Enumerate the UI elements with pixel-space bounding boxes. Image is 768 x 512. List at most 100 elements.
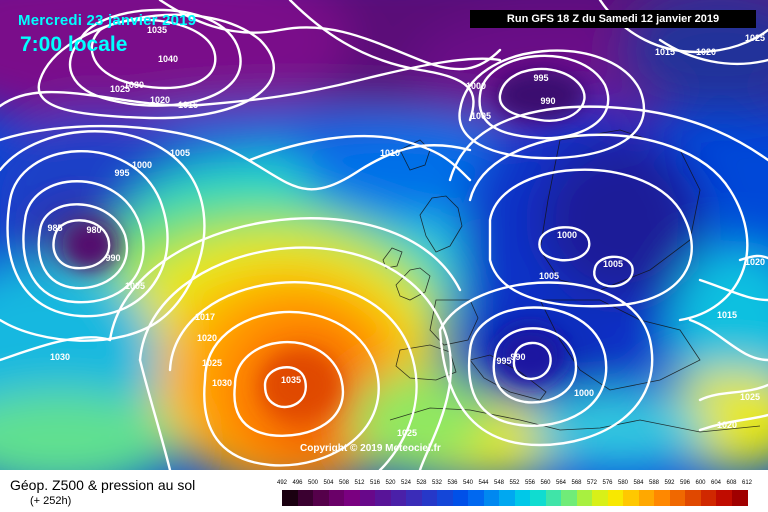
isobar-label: 1025 — [745, 33, 765, 43]
scale-swatch — [297, 490, 314, 506]
isobar-label: 1005 — [125, 281, 145, 291]
scale-swatch — [406, 490, 422, 506]
scale-tick-label: 536 — [447, 480, 458, 486]
isobar-label: 995 — [496, 356, 511, 366]
isobar-label: 1000 — [557, 230, 577, 240]
isobar-label: 1020 — [197, 333, 217, 343]
scale-swatch — [623, 490, 639, 506]
isobar-label: 1005 — [539, 271, 559, 281]
scale-tick-label: 580 — [617, 480, 629, 486]
isobar-label: 1020 — [696, 47, 716, 57]
isobar-label: 1030 — [124, 80, 144, 90]
scale-tick-label: 548 — [493, 480, 505, 486]
isobar-label: 1035 — [147, 25, 167, 35]
scale-swatch — [468, 490, 484, 506]
scale-tick-label: 552 — [509, 480, 520, 486]
scale-swatch — [375, 490, 391, 506]
scale-tick-label: 520 — [385, 480, 396, 486]
scale-tick-label: 508 — [338, 480, 350, 486]
isobar-label: 1000 — [132, 160, 152, 170]
scale-tick-label: 528 — [416, 480, 427, 486]
legend-title: Géop. Z500 & pression au sol — [10, 477, 196, 493]
scale-swatch — [576, 490, 593, 506]
isobar-label: 990 — [510, 352, 525, 362]
scale-tick-label: 572 — [586, 480, 598, 486]
scale-swatch — [716, 490, 732, 506]
scale-swatch — [654, 490, 670, 506]
forecast-time: 7:00 locale — [20, 33, 128, 56]
copyright-text: Copyright © 2019 Meteociel.fr — [300, 443, 441, 454]
scale-swatch — [607, 490, 624, 506]
scale-tick-label: 532 — [431, 480, 443, 486]
isobar-label: 1040 — [158, 54, 178, 64]
isobar-label: 985 — [47, 223, 62, 233]
scale-tick-label: 556 — [524, 480, 536, 486]
scale-tick-label: 492 — [276, 480, 288, 486]
isobar-label: 990 — [540, 96, 555, 106]
legend-bar: Géop. Z500 & pression au sol (+ 252h) 49… — [0, 470, 768, 512]
scale-tick-label: 588 — [648, 480, 660, 486]
scale-tick-label: 564 — [555, 480, 567, 486]
isobar-label: 1017 — [195, 312, 215, 322]
isobar-label: 1020 — [717, 420, 737, 430]
scale-swatch — [390, 490, 407, 506]
scale-swatch — [313, 490, 329, 506]
isobar-lines — [0, 0, 768, 470]
isobar-label: 1030 — [212, 378, 232, 388]
scale-swatch — [483, 490, 500, 506]
scale-swatch — [592, 490, 608, 506]
scale-swatch — [700, 490, 717, 506]
isobar-label: 1000 — [466, 81, 486, 91]
scale-tick-label: 612 — [741, 480, 753, 486]
scale-tick-label: 524 — [400, 480, 412, 486]
isobar-label: 1005 — [471, 111, 491, 121]
isobar-label: 1020 — [150, 95, 170, 105]
scale-tick-label: 596 — [679, 480, 691, 486]
scale-swatch — [328, 490, 345, 506]
scale-swatch — [344, 490, 360, 506]
isobar-label: 1015 — [178, 100, 198, 110]
isobar-label: 1035 — [281, 375, 301, 385]
scale-swatch — [359, 490, 376, 506]
isobar-label: 1025 — [397, 428, 417, 438]
scale-tick-label: 500 — [307, 480, 319, 486]
scale-swatch — [499, 490, 515, 506]
color-scale: 492 496 500 504 508 512 516 520 524 528 532 536 540 5… — [277, 480, 762, 510]
isobar-label: 1005 — [170, 148, 190, 158]
isobar-label: 1015 — [717, 310, 737, 320]
scale-tick-label: 544 — [478, 480, 489, 486]
scale-tick-label: 540 — [462, 480, 474, 486]
scale-tick-label: 608 — [726, 480, 737, 486]
scale-tick-label: 600 — [695, 480, 706, 486]
run-info-banner: Run GFS 18 Z du Samedi 12 janvier 2019 — [470, 10, 756, 28]
isobar-label: 995 — [114, 168, 129, 178]
scale-swatch — [561, 490, 577, 506]
scale-swatch — [638, 490, 655, 506]
scale-swatch — [452, 490, 469, 506]
scale-tick-label: 568 — [571, 480, 582, 486]
scale-swatch — [514, 490, 531, 506]
weather-map: 1035 1040 1025 1030 1020 1015 995 990 1000 1005 10… — [0, 0, 768, 470]
isobar-label: 980 — [86, 225, 101, 235]
scale-tick-label: 604 — [710, 480, 722, 486]
isobar-label: 1025 — [740, 392, 760, 402]
scale-tick-label: 496 — [292, 480, 303, 486]
forecast-date: Mercredi 23 janvier 2019 — [18, 12, 197, 29]
isobar-label: 1020 — [745, 257, 765, 267]
isobar-label: 1030 — [50, 352, 70, 362]
scale-swatch — [545, 490, 562, 506]
scale-tick-label: 576 — [602, 480, 613, 486]
legend-subtitle: (+ 252h) — [30, 495, 72, 507]
scale-swatch — [669, 490, 686, 506]
isobar-label: 990 — [105, 253, 120, 263]
isobar-label: 1015 — [655, 47, 675, 57]
scale-tick-label: 560 — [540, 480, 551, 486]
scale-tick-label: 584 — [633, 480, 644, 486]
scale-swatch — [437, 490, 453, 506]
scale-swatch — [421, 490, 438, 506]
scale-tick-label: 512 — [354, 480, 365, 486]
isobar-label: 1000 — [574, 388, 594, 398]
scale-tick-label: 504 — [323, 480, 334, 486]
scale-tick-label: 592 — [664, 480, 675, 486]
